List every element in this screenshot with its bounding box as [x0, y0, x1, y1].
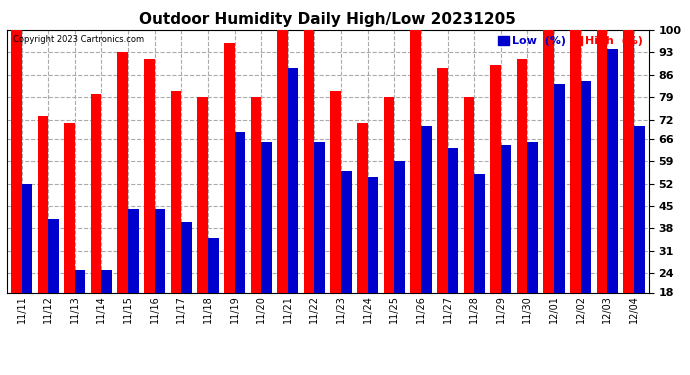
Bar	[570, 30, 581, 350]
Bar	[544, 30, 554, 350]
Bar	[91, 94, 101, 350]
Bar	[101, 270, 112, 350]
Bar	[288, 68, 299, 350]
Title: Outdoor Humidity Daily High/Low 20231205: Outdoor Humidity Daily High/Low 20231205	[139, 12, 516, 27]
Bar	[411, 30, 421, 350]
Bar	[474, 174, 485, 350]
Bar	[144, 59, 155, 350]
Bar	[597, 30, 607, 350]
Bar	[368, 177, 378, 350]
Bar	[64, 123, 75, 350]
Bar	[581, 81, 591, 350]
Bar	[384, 97, 394, 350]
Bar	[75, 270, 86, 350]
Bar	[117, 53, 128, 350]
Bar	[262, 142, 272, 350]
Bar	[634, 126, 644, 350]
Bar	[155, 209, 166, 350]
Bar	[197, 97, 208, 350]
Bar	[250, 97, 262, 350]
Bar	[623, 30, 634, 350]
Bar	[331, 91, 341, 350]
Bar	[304, 30, 315, 350]
Bar	[421, 126, 431, 350]
Bar	[208, 238, 219, 350]
Bar	[21, 184, 32, 350]
Bar	[277, 30, 288, 350]
Bar	[37, 116, 48, 350]
Bar	[128, 209, 139, 350]
Bar	[437, 68, 448, 350]
Bar	[394, 161, 405, 350]
Bar	[341, 171, 352, 350]
Bar	[607, 49, 618, 350]
Text: Copyright 2023 Cartronics.com: Copyright 2023 Cartronics.com	[13, 35, 144, 44]
Bar	[448, 148, 458, 350]
Bar	[11, 30, 21, 350]
Legend: Low  (%), High  (%): Low (%), High (%)	[493, 31, 647, 51]
Bar	[357, 123, 368, 350]
Bar	[527, 142, 538, 350]
Bar	[554, 84, 564, 350]
Bar	[181, 222, 192, 350]
Bar	[315, 142, 325, 350]
Bar	[170, 91, 181, 350]
Bar	[48, 219, 59, 350]
Bar	[235, 132, 245, 350]
Bar	[490, 65, 501, 350]
Bar	[464, 97, 474, 350]
Bar	[517, 59, 527, 350]
Bar	[224, 43, 235, 350]
Bar	[501, 145, 511, 350]
